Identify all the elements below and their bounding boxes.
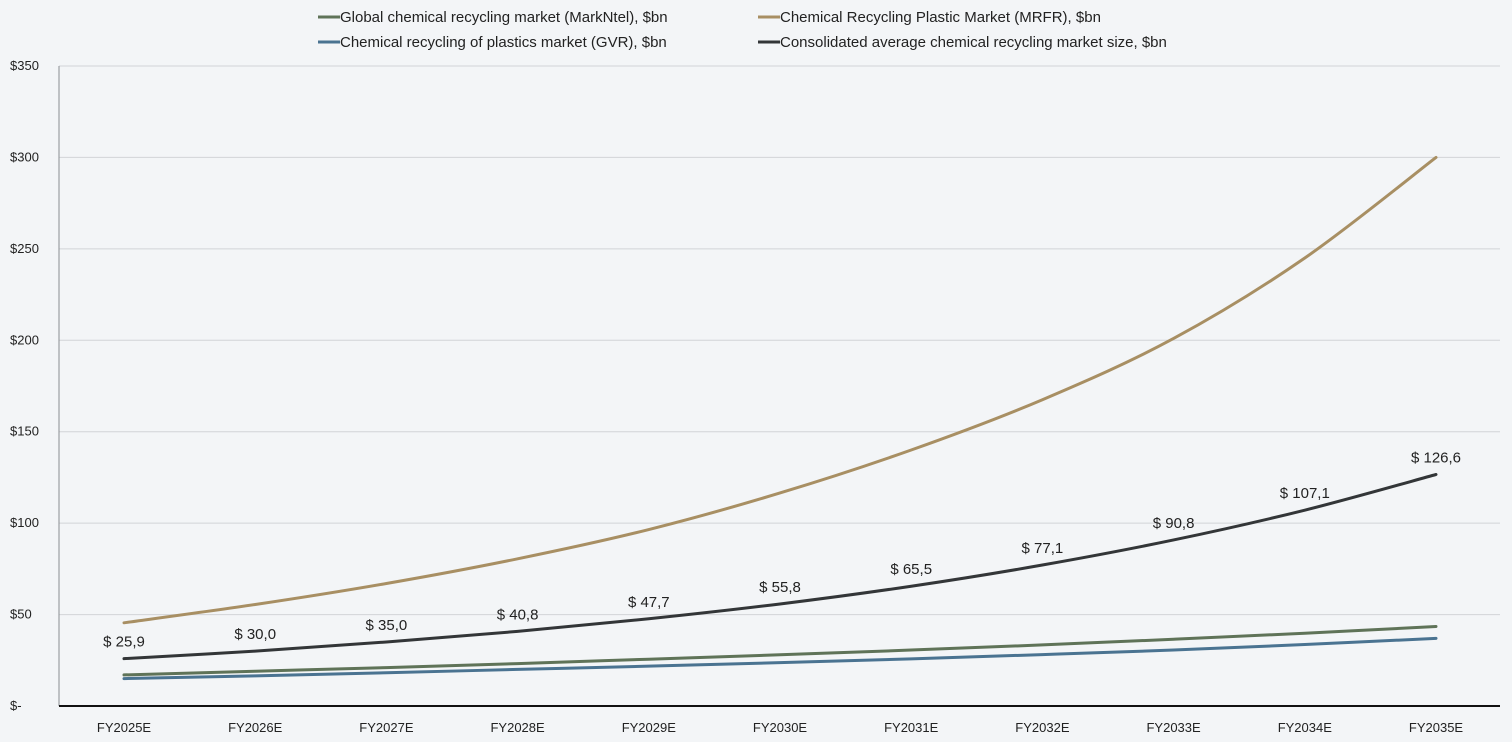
legend-label-mrfr: Chemical Recycling Plastic Market (MRFR)… bbox=[780, 9, 1101, 26]
legend-item-gvr: Chemical recycling of plastics market (G… bbox=[318, 34, 667, 51]
x-tick-label: FY2025E bbox=[97, 720, 152, 735]
data-label-avg: $ 65,5 bbox=[890, 561, 932, 578]
x-tick-label: FY2030E bbox=[753, 720, 808, 735]
legend-label-marknetl: Global chemical recycling market (MarkNt… bbox=[340, 9, 668, 26]
y-axis: $- $50 $100 $150 $200 $250 $300 $350 bbox=[10, 58, 60, 713]
x-tick-label: FY2026E bbox=[228, 720, 283, 735]
data-label-avg: $ 30,0 bbox=[234, 626, 276, 643]
x-tick-label: FY2034E bbox=[1278, 720, 1333, 735]
y-tick-label: $100 bbox=[10, 515, 39, 530]
data-label-avg: $ 77,1 bbox=[1022, 540, 1064, 557]
x-tick-label: FY2029E bbox=[622, 720, 677, 735]
legend-item-avg: Consolidated average chemical recycling … bbox=[758, 34, 1167, 51]
data-label-avg: $ 47,7 bbox=[628, 594, 670, 611]
data-labels: $ 25,9 $ 30,0 $ 35,0 $ 40,8 $ 47,7 $ 55,8 $ 65… bbox=[103, 450, 1461, 651]
y-tick-label: $50 bbox=[10, 607, 32, 622]
y-tick-label: $250 bbox=[10, 241, 39, 256]
y-tick-label: $- bbox=[10, 698, 22, 713]
data-label-avg: $ 25,9 bbox=[103, 634, 145, 651]
series-line-avg bbox=[122, 473, 1438, 661]
legend-item-marknetl: Global chemical recycling market (MarkNt… bbox=[318, 9, 668, 26]
legend-label-gvr: Chemical recycling of plastics market (G… bbox=[340, 34, 667, 51]
data-label-avg: $ 90,8 bbox=[1153, 515, 1195, 532]
x-tick-label: FY2033E bbox=[1146, 720, 1201, 735]
x-tick-label: FY2035E bbox=[1409, 720, 1464, 735]
data-label-avg: $ 107,1 bbox=[1280, 485, 1330, 502]
x-tick-label: FY2027E bbox=[359, 720, 414, 735]
x-axis: FY2025E FY2026E FY2027E FY2028E FY2029E FY203… bbox=[59, 705, 1500, 735]
y-tick-label: $350 bbox=[10, 58, 39, 73]
x-tick-label: FY2028E bbox=[490, 720, 545, 735]
y-tick-label: $200 bbox=[10, 332, 39, 347]
y-tick-label: $150 bbox=[10, 424, 39, 439]
gridlines bbox=[59, 65, 1500, 616]
series-lines bbox=[122, 155, 1438, 681]
data-label-avg: $ 35,0 bbox=[366, 617, 408, 634]
data-label-avg: $ 40,8 bbox=[497, 606, 539, 623]
x-tick-label: FY2031E bbox=[884, 720, 939, 735]
legend-item-mrfr: Chemical Recycling Plastic Market (MRFR)… bbox=[758, 9, 1101, 26]
legend: Global chemical recycling market (MarkNt… bbox=[318, 9, 1167, 51]
x-tick-label: FY2032E bbox=[1015, 720, 1070, 735]
series-line-gvr bbox=[122, 636, 1438, 681]
series-line-marknetl bbox=[122, 624, 1438, 677]
data-label-avg: $ 55,8 bbox=[759, 579, 801, 596]
series-line-mrfr bbox=[122, 155, 1438, 625]
data-label-avg: $ 126,6 bbox=[1411, 450, 1461, 467]
y-tick-label: $300 bbox=[10, 149, 39, 164]
legend-label-avg: Consolidated average chemical recycling … bbox=[780, 34, 1167, 51]
